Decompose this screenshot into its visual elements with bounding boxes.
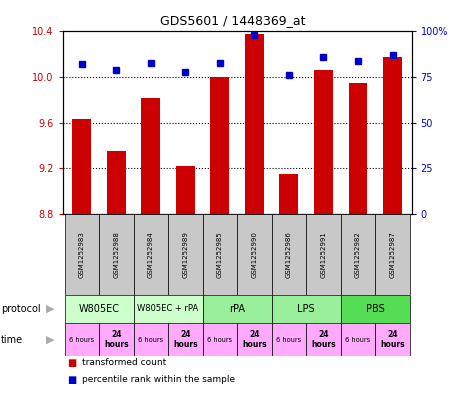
Bar	[72, 119, 91, 214]
Text: GSM1252991: GSM1252991	[320, 231, 326, 278]
Text: W805EC + rPA: W805EC + rPA	[138, 305, 199, 313]
Text: ■: ■	[67, 358, 77, 368]
Text: GSM1252986: GSM1252986	[286, 231, 292, 278]
Text: 24
hours: 24 hours	[242, 330, 267, 349]
Bar	[341, 323, 375, 356]
Bar	[203, 295, 272, 323]
Bar	[210, 77, 229, 214]
Bar	[203, 214, 237, 295]
Bar	[65, 295, 133, 323]
Bar	[245, 34, 264, 214]
Bar	[168, 323, 203, 356]
Bar	[383, 57, 402, 214]
Text: GSM1252989: GSM1252989	[182, 231, 188, 278]
Bar	[168, 214, 203, 295]
Text: 24
hours: 24 hours	[104, 330, 129, 349]
Text: 6 hours: 6 hours	[138, 337, 163, 343]
Text: 24
hours: 24 hours	[173, 330, 198, 349]
Text: rPA: rPA	[229, 304, 245, 314]
Text: 6 hours: 6 hours	[276, 337, 301, 343]
Bar	[272, 214, 306, 295]
Bar	[375, 323, 410, 356]
Bar	[341, 295, 410, 323]
Bar	[279, 174, 299, 214]
Text: LPS: LPS	[298, 304, 315, 314]
Bar	[107, 151, 126, 214]
Bar	[341, 214, 375, 295]
Text: GSM1252985: GSM1252985	[217, 231, 223, 278]
Bar	[314, 70, 333, 214]
Bar	[65, 323, 99, 356]
Text: time: time	[1, 335, 23, 345]
Text: percentile rank within the sample: percentile rank within the sample	[82, 375, 235, 384]
Bar	[141, 98, 160, 214]
Bar	[272, 295, 341, 323]
Bar	[99, 214, 133, 295]
Text: PBS: PBS	[366, 304, 385, 314]
Text: ■: ■	[67, 375, 77, 385]
Text: GDS5601 / 1448369_at: GDS5601 / 1448369_at	[160, 14, 305, 27]
Text: 6 hours: 6 hours	[69, 337, 94, 343]
Text: GSM1252983: GSM1252983	[79, 231, 85, 278]
Text: GSM1252987: GSM1252987	[390, 231, 396, 278]
Bar	[237, 323, 272, 356]
Text: 24
hours: 24 hours	[380, 330, 405, 349]
Bar	[348, 83, 367, 214]
Bar	[306, 323, 341, 356]
Bar	[133, 295, 203, 323]
Bar	[176, 166, 195, 214]
Text: GSM1252984: GSM1252984	[148, 231, 154, 278]
Text: 6 hours: 6 hours	[345, 337, 371, 343]
Bar	[375, 214, 410, 295]
Bar	[272, 323, 306, 356]
Text: ▶: ▶	[46, 304, 54, 314]
Bar	[306, 214, 341, 295]
Bar	[133, 214, 168, 295]
Bar	[203, 323, 237, 356]
Text: ▶: ▶	[46, 335, 54, 345]
Text: GSM1252990: GSM1252990	[252, 231, 258, 278]
Text: transformed count: transformed count	[82, 358, 166, 367]
Text: GSM1252982: GSM1252982	[355, 231, 361, 278]
Text: 24
hours: 24 hours	[311, 330, 336, 349]
Text: 6 hours: 6 hours	[207, 337, 232, 343]
Bar	[133, 323, 168, 356]
Text: GSM1252988: GSM1252988	[113, 231, 120, 278]
Bar	[65, 214, 99, 295]
Text: protocol: protocol	[1, 304, 40, 314]
Bar	[237, 214, 272, 295]
Bar	[99, 323, 133, 356]
Text: W805EC: W805EC	[79, 304, 120, 314]
